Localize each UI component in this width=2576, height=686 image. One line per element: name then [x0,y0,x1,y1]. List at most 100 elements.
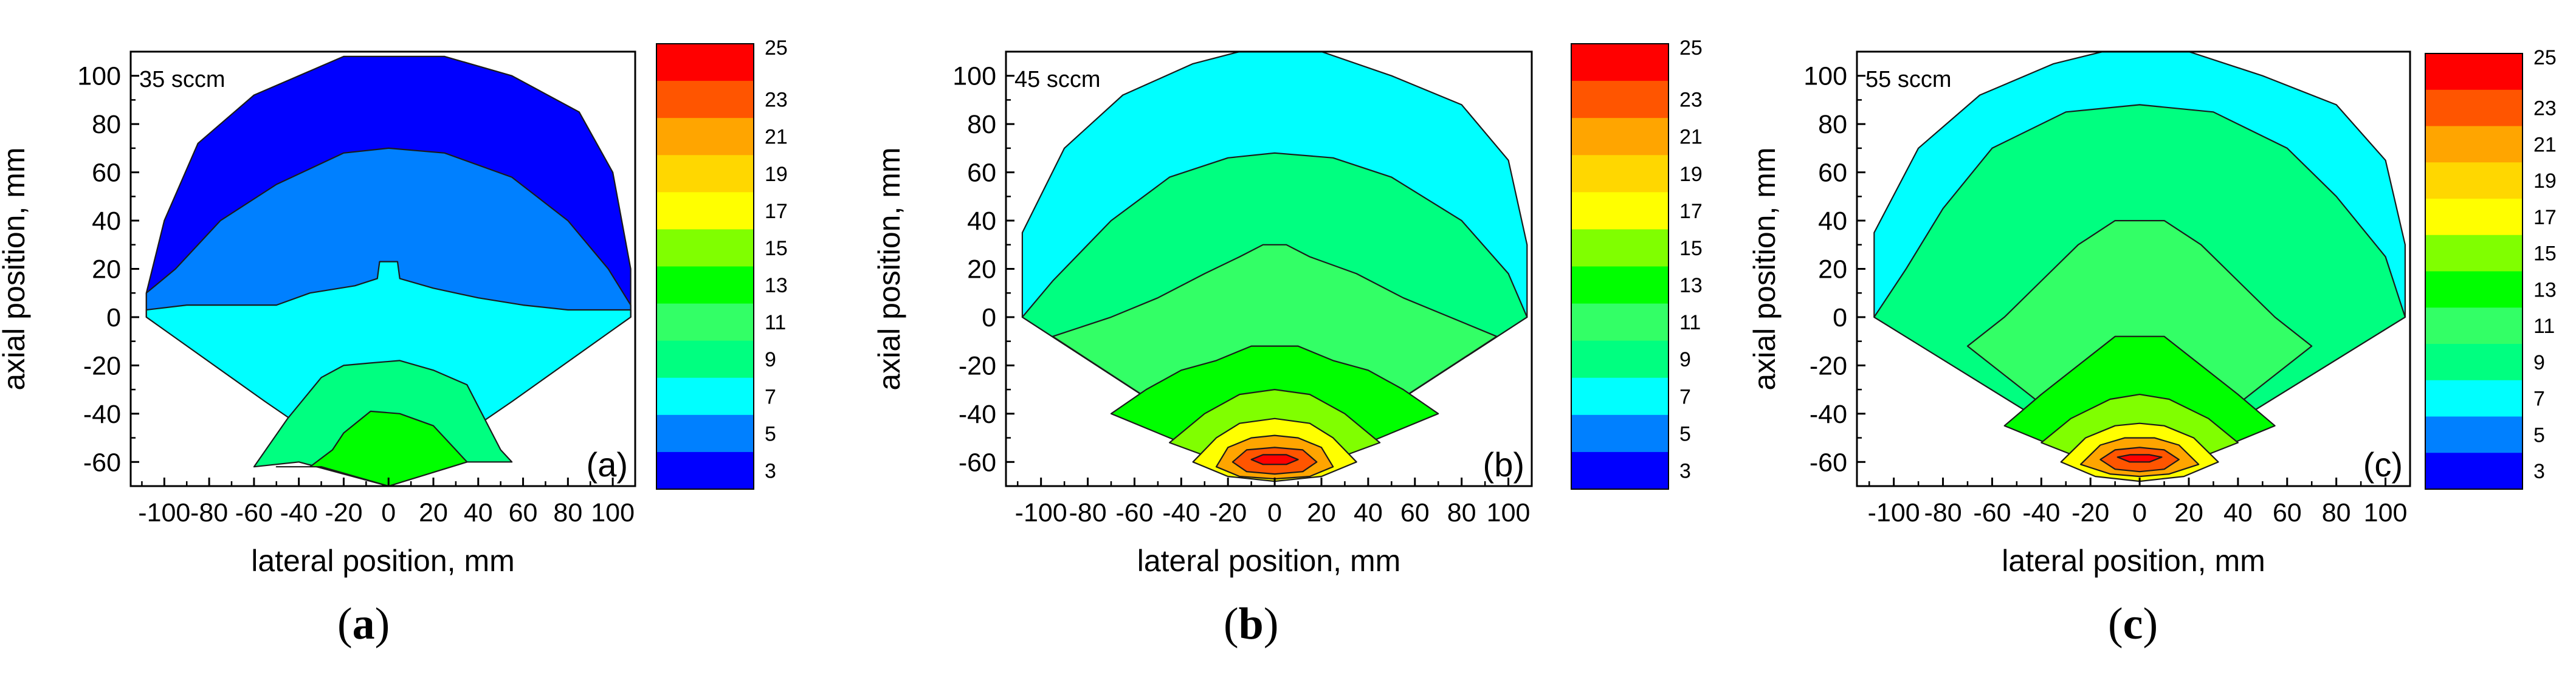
contour-regions [145,55,632,486]
panel-label: (c) [2363,445,2403,484]
y-tick-label: 0 [1833,303,1847,332]
colorbar-swatch [1571,44,1669,81]
colorbar-tick-label: 19 [2533,170,2557,193]
colorbar-tick-label: 11 [1679,311,1701,334]
colorbar-swatch [656,44,754,81]
y-tick-label: 60 [92,159,121,188]
colorbar-swatch [2425,162,2523,199]
x-tick-label: -40 [1162,498,1200,527]
panel-a: -100 -80 -60 -40 -20 0 20 40 60 80 100 lateral posi… [0,0,863,595]
colorbar-tick-label: 3 [765,459,776,482]
x-tick-label: 100 [2364,498,2408,527]
colorbar-swatch [1571,118,1669,156]
colorbar-swatch [1571,192,1669,230]
caption-b-letter: b [1238,599,1264,649]
x-tick-label: 80 [1447,498,1476,527]
y-tick-label: 0 [106,303,121,332]
contour-chart-c: -100 -80 -60 -40 -20 0 20 40 60 80 100 lateral posi… [1751,46,2557,578]
y-tick-label: 40 [967,207,996,236]
colorbar-swatch [656,81,754,118]
colorbar-tick-label: 9 [2533,351,2545,374]
x-tick-label: 20 [1307,498,1336,527]
x-tick-label: 20 [419,498,448,527]
y-tick-label: -60 [83,448,121,477]
colorbar-swatch [2425,453,2523,490]
x-tick-label: 0 [381,498,396,527]
colorbar-swatch [656,155,754,193]
colorbar-tick-label: 7 [2533,388,2545,411]
colorbar: 25 23 21 19 17 15 13 11 9 7 5 3 [656,36,788,490]
colorbar-frame [656,43,754,490]
colorbar-swatch [656,266,754,304]
y-tick-label: 0 [982,303,996,332]
y-tick-label: -20 [83,351,121,380]
colorbar-tick-label: 3 [1679,459,1691,482]
x-tick-label: -20 [325,498,362,527]
colorbar-swatch [656,377,754,416]
y-tick-label: -60 [1810,448,1847,477]
y-tick-label: -40 [83,400,121,429]
y-tick-label: -40 [1810,400,1847,429]
colorbar-swatch [1571,451,1669,490]
x-axis-title: lateral position, mm [2002,544,2265,578]
colorbar-swatch [2425,344,2523,381]
colorbar-swatch [656,192,754,230]
contour-regions [1021,52,1528,482]
colorbar-tick-label: 5 [765,422,776,445]
contour-region-23-25 [2116,454,2163,463]
y-axis: -60 -40 -20 0 20 40 60 80 100 axial position, mm [875,50,1014,487]
x-axis: -100 -80 -60 -40 -20 0 20 40 60 80 100 lateral posi… [1868,478,2411,578]
caption-b: (b) [1224,599,1279,649]
colorbar-tick-label: 7 [1679,385,1691,408]
colorbar-tick-label: 25 [765,36,788,60]
x-tick-label: -20 [2071,498,2109,527]
colorbar-frame [1571,43,1669,490]
flow-rate-label: 35 sccm [139,67,225,92]
y-axis-title: axial position, mm [0,147,31,390]
flow-rate-label: 55 sccm [1865,67,1951,92]
colorbar-tick-label: 13 [1679,274,1703,297]
colorbar: 25 23 21 19 17 15 13 11 9 7 5 3 [1571,36,1703,490]
contour-chart-b: -100 -80 -60 -40 -20 0 20 40 60 80 100 lateral posi… [875,36,1703,578]
x-tick-label: -60 [235,498,273,527]
colorbar-swatch [1571,303,1669,341]
y-tick-label: 100 [1803,62,1847,91]
colorbar-tick-label: 11 [2533,315,2555,338]
colorbar-tick-label: 15 [1679,237,1703,260]
colorbar-tick-label: 5 [1679,422,1691,445]
y-axis: -60 -40 -20 0 20 40 60 80 100 axial position, mm [1751,50,1865,487]
colorbar-tick-label: 23 [765,89,788,112]
x-tick-label: 100 [1487,498,1531,527]
y-axis-title: axial position, mm [875,147,906,390]
colorbar-tick-label: 23 [2533,97,2557,120]
colorbar-tick-label: 17 [1679,200,1703,223]
x-tick-label: 100 [591,498,635,527]
x-axis-title: lateral position, mm [1137,544,1401,578]
colorbar-tick-label: 21 [1679,126,1703,149]
colorbar-swatch [1571,229,1669,267]
colorbar-tick-label: 9 [765,348,776,371]
colorbar-swatch [1571,414,1669,453]
x-tick-label: -60 [1973,498,2011,527]
colorbar-swatch [1571,340,1669,379]
y-tick-label: 40 [1818,207,1847,236]
colorbar: 25 23 21 19 17 15 13 11 9 7 5 3 [2425,46,2557,490]
x-tick-label: -100 [138,498,190,527]
x-tick-label: 0 [1267,498,1282,527]
caption-c-letter: c [2123,599,2143,649]
colorbar-tick-label: 17 [2533,206,2557,229]
panel-label: (b) [1483,445,1524,484]
colorbar-swatch [1571,81,1669,118]
colorbar-swatch [2425,271,2523,308]
y-tick-label: 80 [967,110,996,139]
x-axis-title: lateral position, mm [251,544,515,578]
colorbar-swatch [656,118,754,156]
x-tick-label: 80 [2322,498,2351,527]
y-tick-label: -60 [959,448,996,477]
caption-c: (c) [2108,599,2158,649]
colorbar-swatch [1571,155,1669,193]
colorbar-swatch [656,340,754,379]
colorbar-swatch [656,451,754,490]
colorbar-tick-label: 9 [1679,348,1691,371]
